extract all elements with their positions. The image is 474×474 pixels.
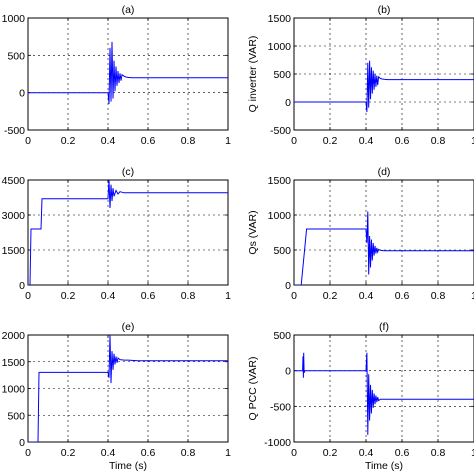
x-tick-label: 0.4 — [101, 135, 116, 147]
panel-title: (e) — [122, 321, 135, 333]
panel-title: (d) — [378, 166, 391, 178]
y-tick-label: 1500 — [2, 245, 26, 257]
x-tick-label: 0.8 — [431, 135, 446, 147]
panel-c: 0 0.2 0.4 0.6 0.8 1 0 1500 3000 4500 (c) — [2, 166, 231, 302]
x-tick-label: 0.6 — [141, 135, 156, 147]
x-tick-label: 0.8 — [181, 290, 196, 302]
x-tick-label: 1 — [225, 290, 231, 302]
y-tick-label: 0 — [19, 437, 25, 449]
panel-e: 0 0.2 0.4 0.6 0.8 1 0 500 1000 1500 2000 (e) Time (s… — [2, 321, 231, 472]
x-tick-label: 0.2 — [61, 447, 76, 459]
y-tick-label: 1000 — [2, 384, 26, 396]
x-tick-label: 0.2 — [61, 135, 76, 147]
y-tick-label: 500 — [7, 410, 25, 422]
x-tick-label: 0.6 — [395, 135, 410, 147]
plot-frame — [27, 17, 229, 131]
panel-title: (f) — [379, 321, 389, 333]
x-tick-label: 1 — [471, 447, 474, 459]
y-tick-label: 1000 — [268, 41, 292, 53]
y-tick-label: 1500 — [2, 357, 26, 369]
x-tick-label: 0 — [291, 135, 297, 147]
x-tick-label: 0.6 — [395, 290, 410, 302]
x-tick-label: 0 — [25, 447, 31, 459]
y-tick-label: 500 — [273, 330, 291, 342]
x-tick-label: 0.4 — [359, 447, 374, 459]
x-tick-label: 1 — [471, 135, 474, 147]
x-tick-label: 0.6 — [141, 447, 156, 459]
x-tick-label: 1 — [225, 135, 231, 147]
x-tick-label: 0.6 — [395, 447, 410, 459]
series-line — [28, 180, 228, 285]
y-tick-label: 1000 — [268, 210, 292, 222]
series-line — [28, 41, 228, 104]
x-tick-label: 1 — [225, 447, 231, 459]
x-tick-label: 0.8 — [431, 290, 446, 302]
x-tick-label: 0 — [291, 290, 297, 302]
y-tick-label: 0 — [19, 280, 25, 292]
y-tick-label: 1500 — [268, 175, 292, 187]
y-tick-label: 1500 — [268, 13, 292, 25]
x-tick-label: 0 — [25, 290, 31, 302]
x-axis-label: Time (s) — [365, 460, 403, 472]
x-tick-label: 0.8 — [431, 447, 446, 459]
x-tick-label: 0.2 — [323, 135, 338, 147]
y-tick-label: 3000 — [2, 210, 26, 222]
plot-frame — [27, 179, 229, 286]
panel-f: 0 0.2 0.4 0.6 0.8 1 -1000 -500 0 500 (f) Time (s) Q … — [247, 321, 474, 472]
y-tick-label: 500 — [273, 69, 291, 81]
x-tick-label: 0.8 — [181, 447, 196, 459]
y-tick-label: -500 — [4, 125, 25, 137]
x-tick-label: 0.4 — [101, 447, 116, 459]
y-tick-label: 500 — [273, 245, 291, 257]
x-tick-label: 0.4 — [101, 290, 116, 302]
y-tick-label: 0 — [285, 97, 291, 109]
y-axis-label: Q PCC (VAR) — [247, 357, 259, 421]
y-tick-label: 1000 — [2, 13, 26, 25]
y-tick-label: 500 — [7, 50, 25, 62]
x-tick-label: 1 — [471, 290, 474, 302]
plot-frame — [293, 334, 474, 443]
y-axis-label: Qs (VAR) — [247, 210, 259, 254]
panel-title: (c) — [122, 166, 134, 178]
y-tick-label: 0 — [19, 88, 25, 100]
panel-d: 0 0.2 0.4 0.6 0.8 1 0 500 1000 1500 (d) Qs (VAR) — [247, 166, 474, 302]
x-tick-label: 0.6 — [141, 290, 156, 302]
y-tick-label: 4500 — [2, 175, 26, 187]
x-tick-label: 0.2 — [323, 290, 338, 302]
series-line — [294, 352, 474, 435]
x-tick-label: 0.2 — [323, 447, 338, 459]
series-line — [294, 60, 474, 113]
y-tick-label: -1000 — [264, 437, 291, 449]
x-tick-label: 0.4 — [359, 290, 374, 302]
series-line — [294, 211, 474, 285]
y-tick-label: -500 — [270, 401, 291, 413]
x-tick-label: 0 — [291, 447, 297, 459]
x-axis-label: Time (s) — [109, 460, 147, 472]
series-line — [28, 335, 228, 442]
y-tick-label: 2000 — [2, 330, 26, 342]
y-tick-label: -500 — [270, 125, 291, 137]
x-tick-label: 0.2 — [61, 290, 76, 302]
plot-frame — [293, 179, 474, 286]
x-tick-label: 0 — [25, 135, 31, 147]
panel-title: (b) — [378, 4, 391, 16]
x-tick-label: 0.8 — [181, 135, 196, 147]
panel-title: (a) — [122, 4, 135, 16]
y-axis-label: Q inverter (VAR) — [247, 36, 259, 113]
x-tick-label: 0.4 — [359, 135, 374, 147]
y-tick-label: 0 — [285, 366, 291, 378]
y-tick-label: 0 — [285, 280, 291, 292]
